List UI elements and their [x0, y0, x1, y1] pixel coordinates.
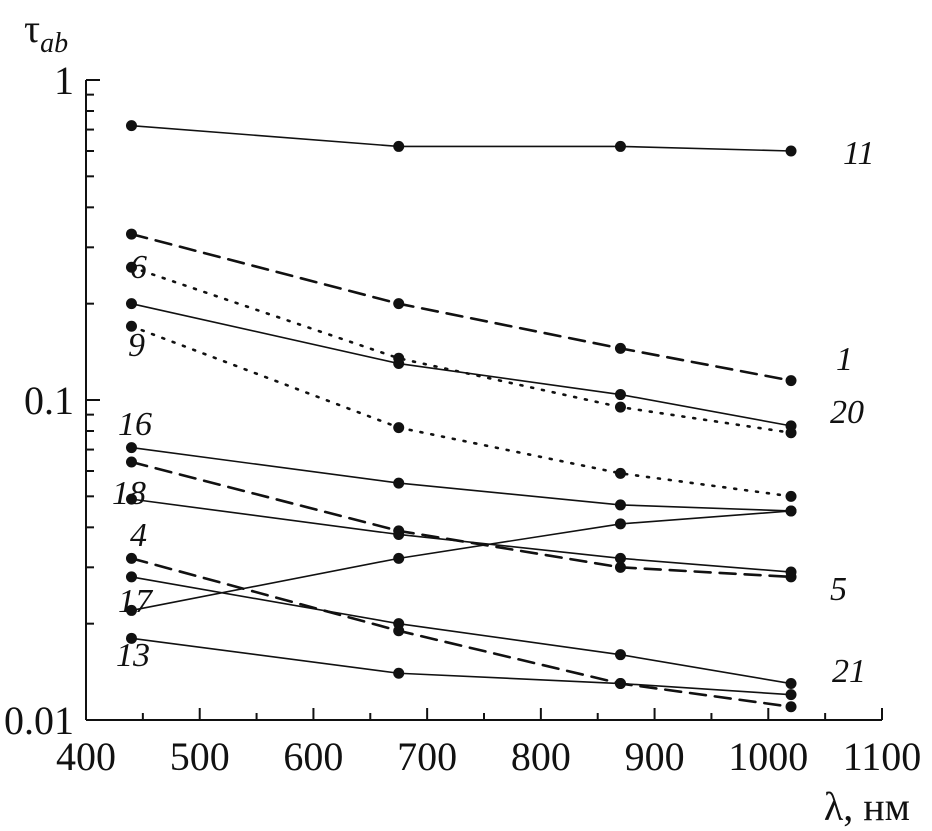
data-point: [785, 689, 797, 701]
data-point: [614, 467, 626, 479]
x-tick-label: 400: [56, 734, 116, 779]
x-tick-label: 800: [511, 734, 571, 779]
series-line-6: [130, 265, 793, 435]
series-label-11: 11: [843, 135, 874, 172]
data-point: [614, 678, 626, 690]
data-point: [125, 442, 137, 454]
data-point: [125, 298, 137, 310]
series-points: [125, 120, 797, 713]
series-line-1: [130, 232, 793, 382]
data-point: [614, 389, 626, 401]
data-point: [125, 456, 137, 468]
y-tick-label: 1: [54, 58, 74, 103]
series-label-13: 13: [116, 637, 150, 674]
series-line-20: [130, 302, 792, 427]
data-point: [614, 342, 626, 354]
series-label-20: 20: [830, 394, 864, 431]
data-point: [393, 422, 405, 434]
series-line-5: [130, 460, 793, 579]
y-axis-title-sub: ab: [40, 28, 68, 59]
data-point: [393, 140, 405, 152]
ticks: 400 500 600 700 800 900 1000 1100 0.01 0.1 1: [4, 58, 921, 779]
data-point: [125, 632, 137, 644]
data-point: [125, 228, 137, 240]
x-tick-label: 700: [397, 734, 457, 779]
data-point: [614, 499, 626, 511]
data-point: [785, 678, 797, 690]
x-tick-label: 1000: [728, 734, 808, 779]
series-label-16: 16: [118, 406, 152, 443]
data-point: [393, 298, 405, 310]
data-point: [393, 477, 405, 489]
data-point: [785, 375, 797, 387]
data-point: [785, 490, 797, 502]
x-tick-label: 900: [625, 734, 685, 779]
data-point: [125, 261, 137, 273]
series-lines: [130, 124, 793, 709]
data-point: [125, 493, 137, 505]
series-label-4: 4: [130, 517, 147, 554]
data-point: [125, 120, 137, 132]
y-axis-title: τab: [24, 6, 68, 59]
series-label-17: 17: [118, 583, 154, 620]
data-point: [614, 552, 626, 564]
data-point: [614, 401, 626, 413]
data-point: [785, 701, 797, 713]
data-point: [614, 518, 626, 530]
data-point: [125, 552, 137, 564]
data-point: [393, 358, 405, 370]
data-point: [125, 571, 137, 583]
data-point: [393, 528, 405, 540]
y-axis-title-main: τ: [24, 6, 40, 51]
data-point: [785, 505, 797, 517]
axes: [85, 80, 882, 721]
data-point: [785, 145, 797, 157]
y-tick-label: 0.01: [4, 698, 74, 743]
series-line-13: [130, 637, 792, 696]
data-point: [785, 566, 797, 578]
series-line-unlabeled-8: [130, 510, 792, 612]
series-label-9: 9: [128, 327, 145, 364]
data-point: [393, 618, 405, 630]
x-tick-label: 1100: [843, 734, 922, 779]
x-tick-label: 500: [170, 734, 230, 779]
x-tick-label: 600: [283, 734, 343, 779]
series-line-11: [130, 124, 792, 152]
series-line-16: [130, 446, 792, 512]
series-line-9: [130, 324, 793, 498]
data-point: [393, 667, 405, 679]
series-line-4: [130, 557, 793, 709]
data-point: [125, 320, 137, 332]
y-tick-label: 0.1: [24, 378, 74, 423]
data-point: [614, 649, 626, 661]
series-label-5: 5: [830, 571, 847, 608]
series-line-18: [130, 498, 792, 573]
series-label-1: 1: [836, 341, 853, 378]
data-point: [614, 140, 626, 152]
series-line-17: [130, 576, 792, 685]
x-axis-title: λ, нм: [824, 784, 910, 829]
data-point: [125, 604, 137, 616]
series-label-18: 18: [112, 475, 146, 512]
data-point: [393, 552, 405, 564]
series-label-6: 6: [130, 249, 147, 286]
data-point: [614, 561, 626, 573]
data-point: [785, 420, 797, 432]
series-label-21: 21: [832, 653, 866, 690]
